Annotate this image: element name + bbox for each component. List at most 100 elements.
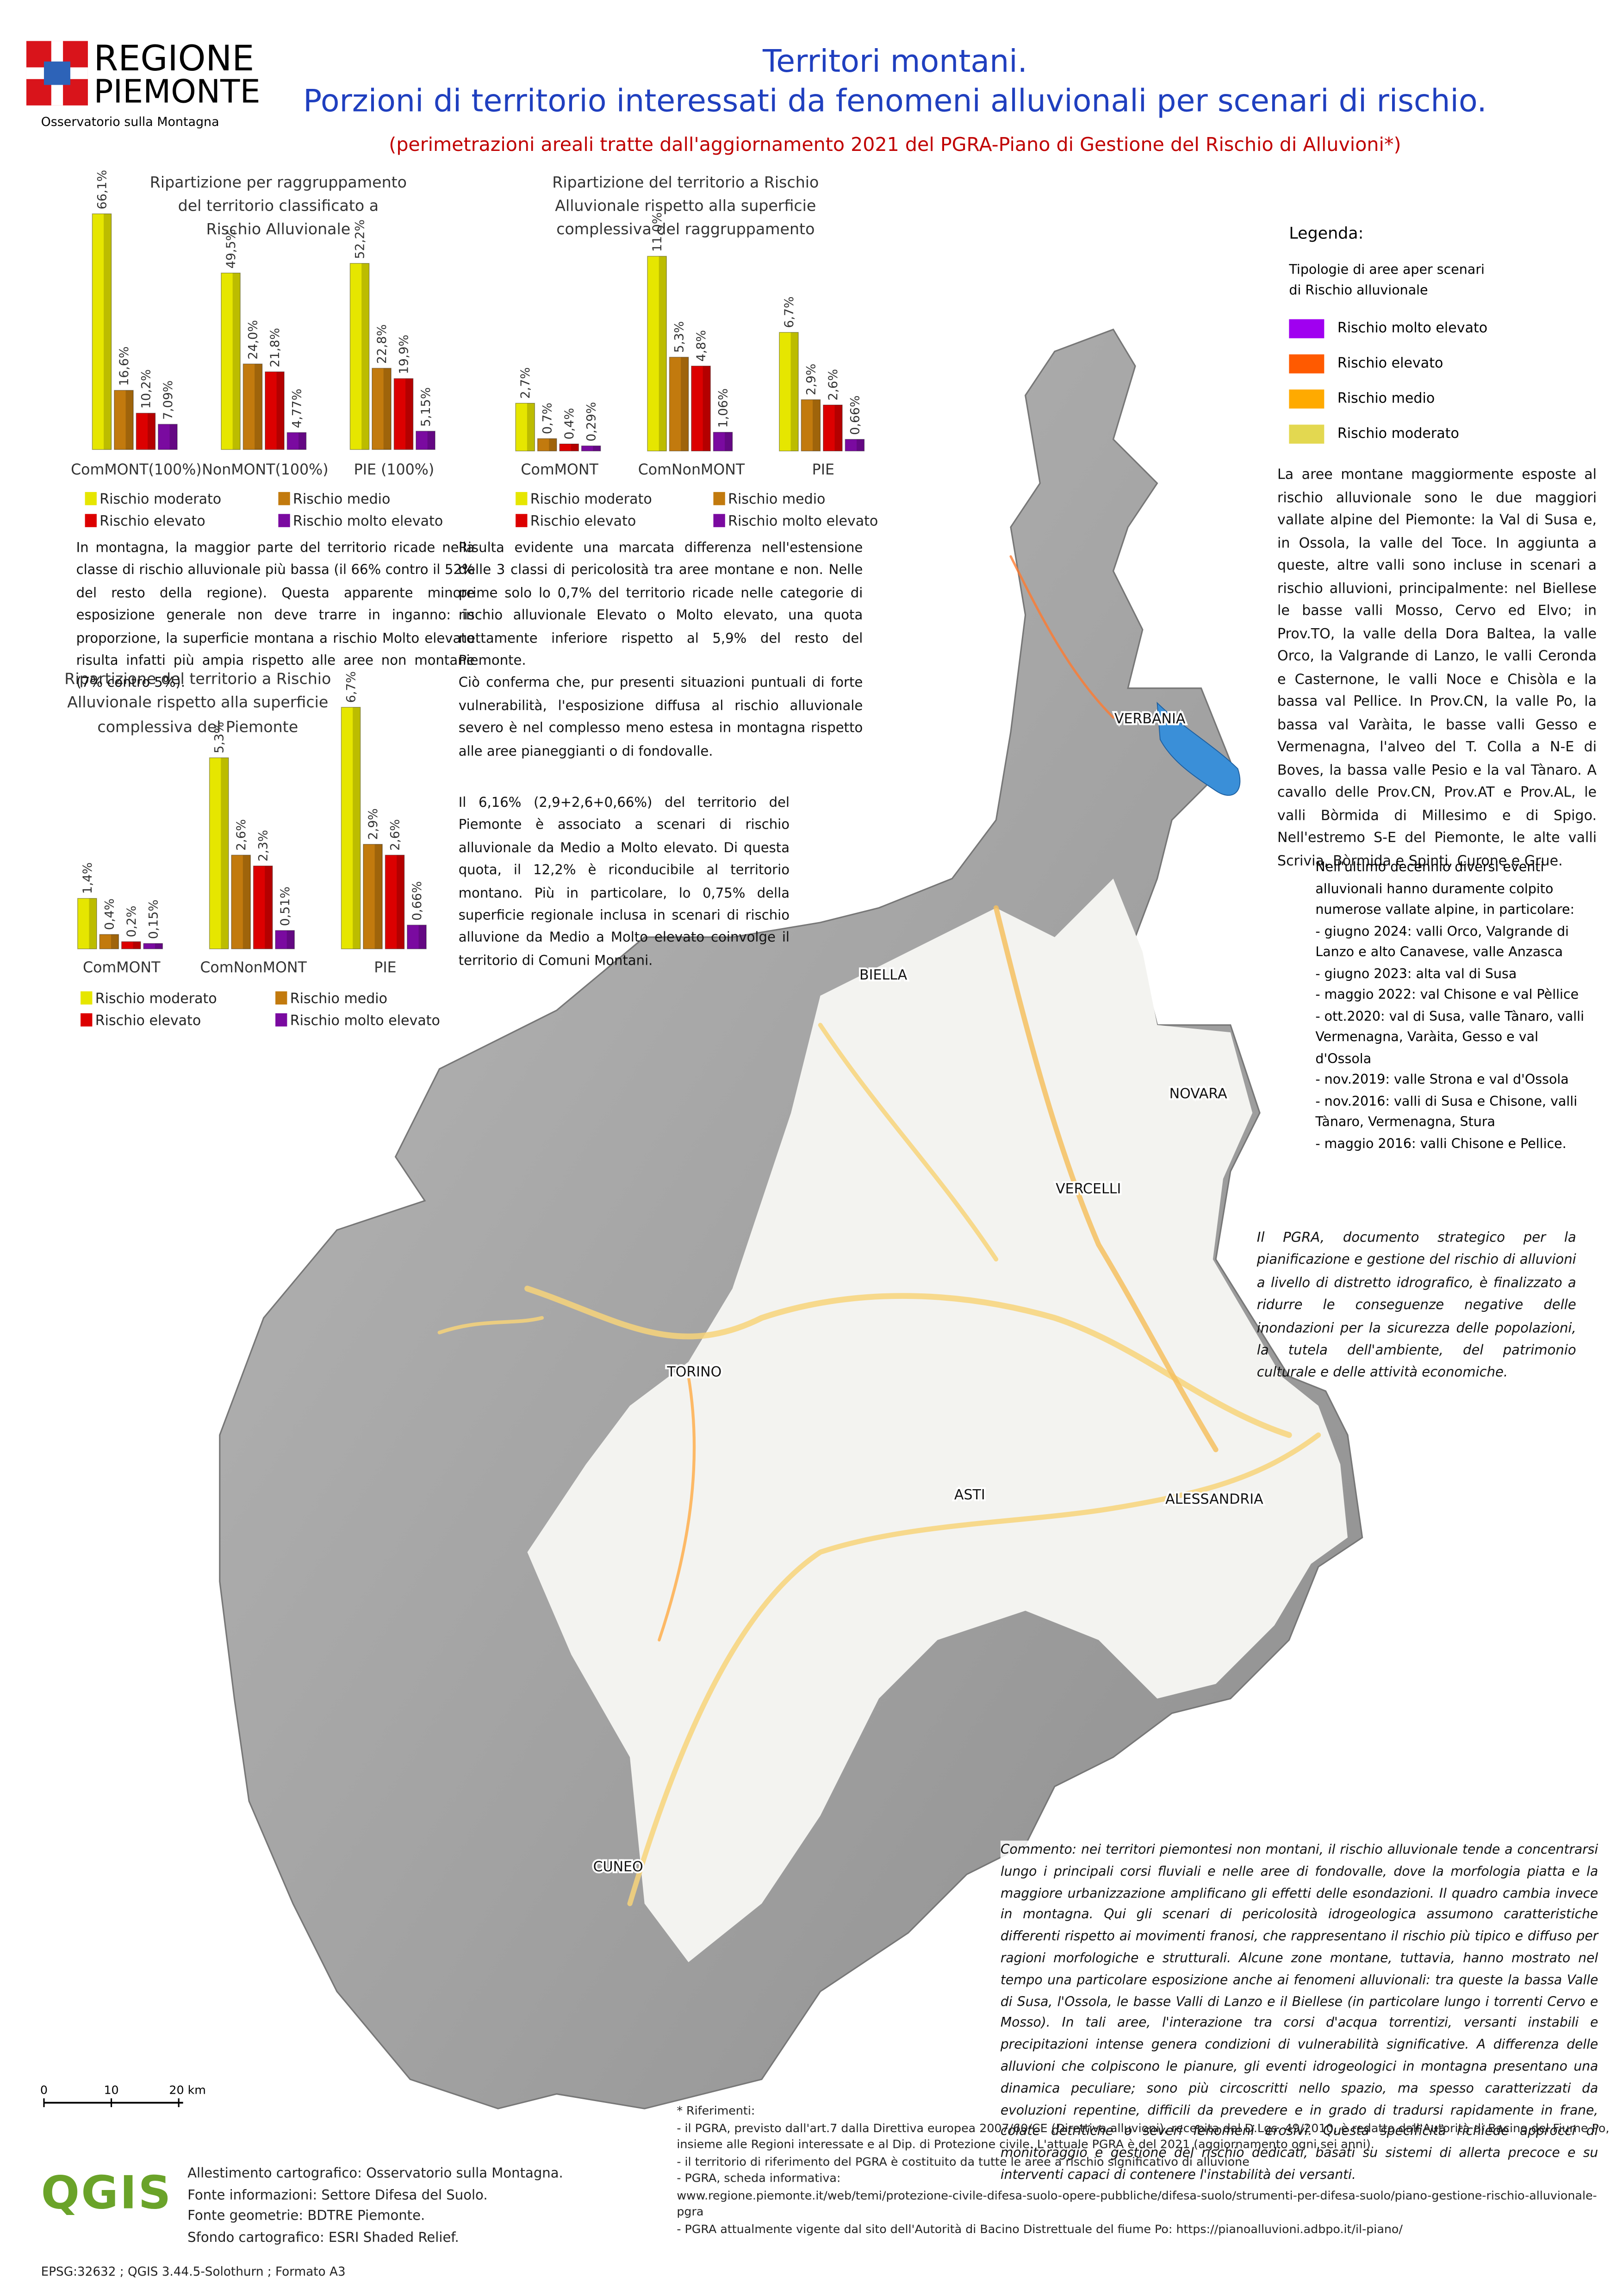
category-label: ComNonMONT [200, 959, 307, 976]
legend-item: Rischio molto elevato [1289, 311, 1582, 346]
legend-label: Rischio moderato [530, 491, 652, 507]
bar [537, 438, 557, 452]
flood-river [627, 1432, 1321, 1906]
bar [407, 924, 427, 949]
flood-river [1009, 555, 1115, 719]
bar-shade [243, 855, 251, 949]
value-label: 22,8% [375, 324, 389, 364]
bar-shade [593, 446, 601, 451]
bar [143, 943, 163, 949]
value-label: 19,9% [397, 335, 411, 374]
value-label: 0,7% [541, 403, 555, 434]
bar [243, 363, 263, 450]
legend-label: Rischio medio [728, 491, 825, 507]
bar [691, 365, 711, 452]
logo-crest [44, 61, 70, 85]
bar-shade [265, 866, 273, 949]
events: Nell'ultimo decennio diversi eventi allu… [1315, 858, 1597, 1155]
bar [114, 390, 134, 450]
bar [713, 431, 733, 452]
category-label: PIE (100%) [354, 462, 435, 478]
credit-line: Sfondo cartografico: ESRI Shaded Relief. [187, 2229, 459, 2246]
city-label: VERBANIA [1114, 711, 1186, 727]
bar-shade [834, 405, 842, 451]
legend-subtitle-line: di Rischio alluvionale [1289, 284, 1428, 299]
legend-label: Rischio elevato [99, 513, 205, 530]
bar-shade [353, 707, 361, 949]
bar-shade [857, 439, 864, 451]
flood-river [818, 1023, 999, 1262]
bar-shade [361, 263, 369, 450]
bar-shade [549, 438, 557, 451]
event-item: - nov.2019: valle Strona e val d'Ossola [1315, 1073, 1569, 1088]
bar-shade [276, 372, 285, 450]
chart-title: Alluvionale rispetto alla superficie [555, 197, 816, 215]
event-item: - giugno 2024: valli Orco, Valgrande di … [1315, 924, 1569, 961]
scale-label: 0 [40, 2084, 48, 2097]
value-label: 2,7% [518, 367, 533, 399]
reference-list: - il PGRA, previsto dall'art.7 dalla Dir… [677, 2120, 1614, 2238]
reference-item: - PGRA, scheda informativa: [677, 2171, 841, 2185]
bar [209, 757, 229, 949]
bar-shade [104, 213, 112, 450]
charts: Ripartizione per raggruppamento del terri… [64, 170, 878, 1029]
bar-shade [133, 942, 141, 949]
value-label: 6,7% [344, 671, 359, 703]
bar-shade [374, 844, 383, 949]
comment: Commento: nei territori piemontesi non m… [1000, 1841, 1598, 2188]
category-label: NonMONT(100%) [202, 462, 328, 478]
bar [801, 399, 821, 452]
chart-title: complessiva del raggruppamento [556, 220, 815, 238]
bar [647, 256, 667, 452]
value-label: 11,0% [650, 212, 665, 252]
category-label: ComMONT [521, 462, 598, 478]
value-label: 5,3% [672, 321, 687, 353]
legend-label: Rischio elevato [530, 513, 636, 530]
bar-shade [427, 431, 435, 450]
paragraph: Il PGRA, documento strategico per la pia… [1256, 1230, 1576, 1382]
epsg: EPSG:32632 ; QGIS 3.44.5-Solothurn ; For… [41, 2264, 346, 2279]
chart-title: del territorio classificato a [178, 197, 379, 215]
flood-river [437, 1316, 544, 1335]
legend-label: Rischio medio [293, 491, 390, 507]
legend-label: Rischio elevato [1337, 355, 1443, 371]
bar [349, 263, 370, 450]
paragraph: Risulta evidente una marcata differenza … [459, 537, 863, 763]
value-label: 52,2% [353, 219, 367, 259]
event-list: - giugno 2024: valli Orco, Valgrande di … [1315, 922, 1597, 1155]
credit-line: Fonte informazioni: Settore Difesa del S… [187, 2187, 488, 2203]
value-label: 0,15% [146, 899, 161, 939]
bar [136, 412, 156, 450]
bar-shade [725, 432, 733, 451]
chart-title: Ripartizione per raggruppamento [150, 173, 407, 191]
bar-shade [405, 378, 413, 450]
bar-shade [155, 943, 163, 949]
legend-label: Rischio medio [1337, 390, 1435, 406]
bar [416, 430, 435, 450]
bar [77, 898, 97, 949]
bar-shade [125, 390, 134, 450]
value-label: 0,4% [562, 408, 577, 439]
paragraph-text: Ciò conferma che, pur presenti situazion… [458, 675, 863, 760]
bar-shade [813, 399, 821, 451]
logo-subtitle: Osservatorio sulla Montagna [41, 115, 219, 129]
flood-areas [437, 555, 1321, 1906]
legend-swatch [81, 991, 93, 1005]
paragraph: La aree montane maggiormente esposte al … [1277, 467, 1597, 869]
legend-swatch [275, 991, 287, 1005]
value-label: 0,2% [124, 905, 139, 937]
city-label: NOVARA [1169, 1086, 1227, 1102]
legend-swatch [85, 514, 97, 527]
credit-line: Allestimento cartografico: Osservatorio … [187, 2165, 563, 2182]
bar-shade [232, 273, 241, 450]
value-label: 2,6% [388, 819, 403, 851]
bar-shade [169, 424, 177, 450]
paragraph: Il 6,16% (2,9+2,6+0,66%) del territorio … [458, 795, 790, 969]
title: Porzioni di territorio interessati da fe… [303, 83, 1487, 119]
city-label: CUNEO [593, 1859, 643, 1875]
legend: Legenda: Tipologie di aree aper scenari … [1289, 224, 1582, 451]
reference-item: - il territorio di riferimento del PGRA … [677, 2154, 1250, 2168]
logo-text: PIEMONTE [94, 73, 261, 110]
city-label: ASTI [954, 1487, 985, 1503]
value-label: 2,3% [256, 830, 271, 861]
